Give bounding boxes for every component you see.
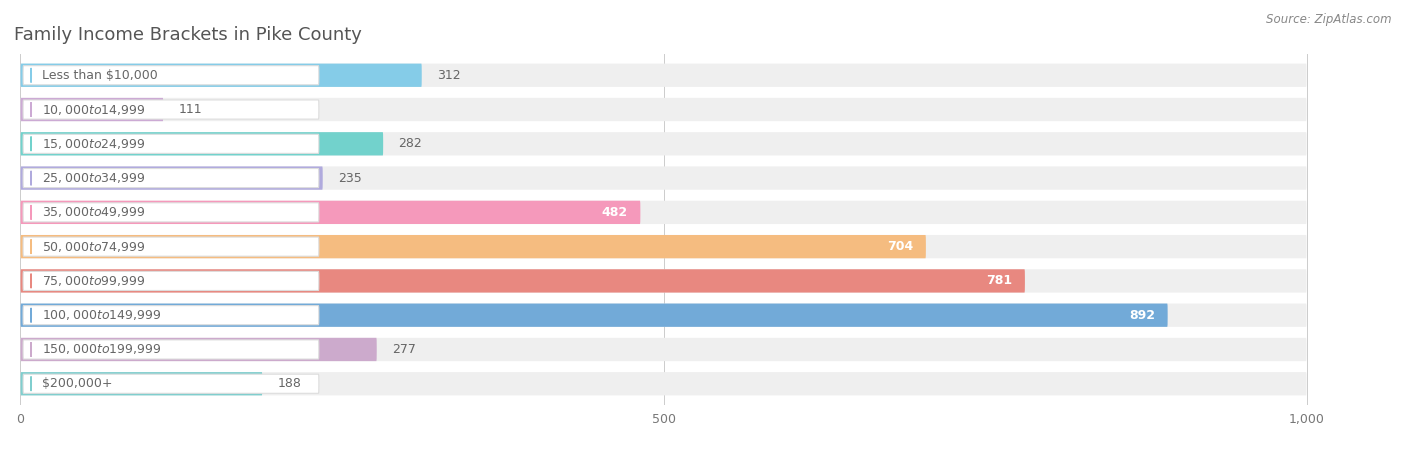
Text: 111: 111	[179, 103, 202, 116]
Text: $50,000 to $74,999: $50,000 to $74,999	[42, 240, 145, 254]
FancyBboxPatch shape	[22, 66, 319, 85]
FancyBboxPatch shape	[21, 98, 1306, 121]
FancyBboxPatch shape	[21, 201, 1306, 224]
FancyBboxPatch shape	[21, 235, 927, 258]
Text: Family Income Brackets in Pike County: Family Income Brackets in Pike County	[14, 26, 361, 44]
Text: Source: ZipAtlas.com: Source: ZipAtlas.com	[1267, 14, 1392, 27]
Text: $75,000 to $99,999: $75,000 to $99,999	[42, 274, 145, 288]
FancyBboxPatch shape	[22, 237, 319, 256]
FancyBboxPatch shape	[21, 338, 1306, 361]
Text: 482: 482	[602, 206, 627, 219]
FancyBboxPatch shape	[21, 201, 640, 224]
FancyBboxPatch shape	[21, 269, 1306, 292]
Text: $10,000 to $14,999: $10,000 to $14,999	[42, 103, 145, 117]
Text: $150,000 to $199,999: $150,000 to $199,999	[42, 342, 162, 356]
FancyBboxPatch shape	[21, 338, 377, 361]
Text: 188: 188	[278, 377, 301, 390]
Text: 892: 892	[1129, 309, 1154, 322]
Text: Less than $10,000: Less than $10,000	[42, 69, 157, 82]
FancyBboxPatch shape	[21, 63, 1306, 87]
FancyBboxPatch shape	[22, 340, 319, 359]
Text: 781: 781	[986, 274, 1012, 288]
FancyBboxPatch shape	[22, 100, 319, 119]
Text: $25,000 to $34,999: $25,000 to $34,999	[42, 171, 145, 185]
FancyBboxPatch shape	[22, 134, 319, 153]
Text: 282: 282	[398, 137, 422, 150]
FancyBboxPatch shape	[22, 374, 319, 393]
FancyBboxPatch shape	[21, 166, 323, 190]
FancyBboxPatch shape	[21, 132, 1306, 155]
FancyBboxPatch shape	[22, 306, 319, 325]
Text: $15,000 to $24,999: $15,000 to $24,999	[42, 137, 145, 151]
Text: $35,000 to $49,999: $35,000 to $49,999	[42, 205, 145, 219]
FancyBboxPatch shape	[21, 132, 384, 155]
FancyBboxPatch shape	[21, 372, 263, 396]
FancyBboxPatch shape	[21, 304, 1306, 327]
FancyBboxPatch shape	[21, 372, 1306, 396]
FancyBboxPatch shape	[22, 271, 319, 290]
Text: $100,000 to $149,999: $100,000 to $149,999	[42, 308, 162, 322]
Text: 704: 704	[887, 240, 912, 253]
FancyBboxPatch shape	[21, 304, 1167, 327]
FancyBboxPatch shape	[21, 98, 163, 121]
Text: 235: 235	[339, 171, 361, 184]
FancyBboxPatch shape	[21, 235, 1306, 258]
Text: 312: 312	[437, 69, 461, 82]
FancyBboxPatch shape	[22, 203, 319, 222]
Text: $200,000+: $200,000+	[42, 377, 112, 390]
FancyBboxPatch shape	[21, 166, 1306, 190]
Text: 277: 277	[392, 343, 416, 356]
FancyBboxPatch shape	[22, 169, 319, 188]
FancyBboxPatch shape	[21, 63, 422, 87]
FancyBboxPatch shape	[21, 269, 1025, 292]
